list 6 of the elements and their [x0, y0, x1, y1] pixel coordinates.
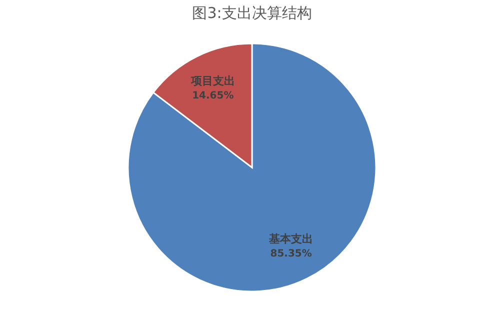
chart-title: 图3:支出决算结构 [192, 4, 312, 22]
data-label: 14.65% [192, 90, 234, 102]
pie-slice [127, 42, 377, 292]
slice-label: 基本支出 [268, 232, 314, 246]
slice-label: 项目支出 [190, 74, 235, 88]
data-label: 85.35% [270, 248, 312, 260]
